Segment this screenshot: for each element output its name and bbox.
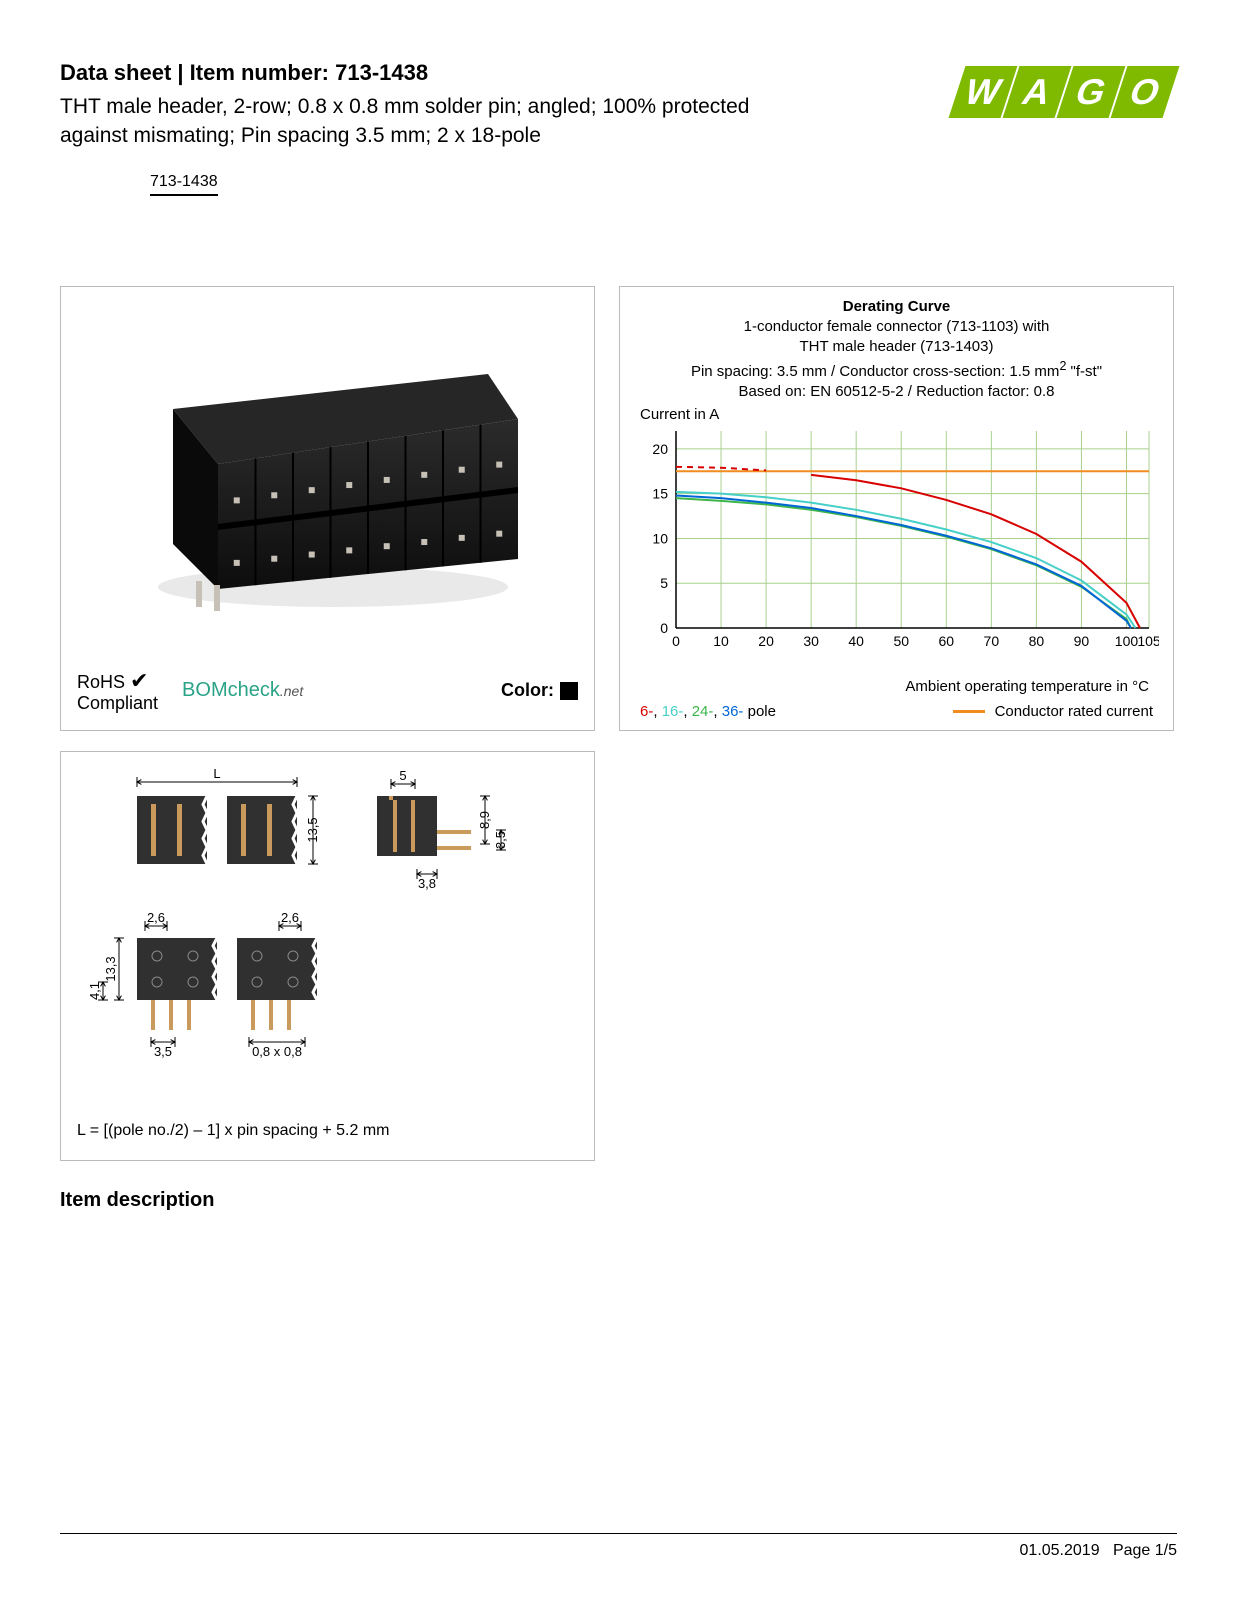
- chart-y-label: Current in A: [640, 406, 1159, 423]
- legend-6: 6-: [640, 703, 653, 720]
- dimension-diagram-panel: L13,558,93,53,82,62,613,34,13,50,8 x 0,8…: [60, 751, 595, 1161]
- product-description: THT male header, 2-row; 0.8 x 0.8 mm sol…: [60, 92, 780, 151]
- rohs-label-2: Compliant: [77, 693, 158, 713]
- legend-36: 36-: [722, 703, 744, 720]
- chart-titles: Derating Curve 1-conductor female connec…: [634, 297, 1159, 402]
- svg-text:13,5: 13,5: [305, 817, 320, 842]
- footer-date: 01.05.2019: [1020, 1542, 1100, 1559]
- svg-text:3,8: 3,8: [418, 876, 436, 891]
- product-image-panel: RoHS ✔ Compliant BOMcheck.net Color:: [60, 286, 595, 731]
- chart-title: Derating Curve: [634, 297, 1159, 317]
- derating-chart-panel: Derating Curve 1-conductor female connec…: [619, 286, 1174, 731]
- svg-text:L: L: [213, 768, 220, 781]
- rohs-block: RoHS ✔ Compliant BOMcheck.net: [77, 668, 303, 714]
- svg-text:0: 0: [660, 620, 668, 636]
- rohs-label-1: RoHS: [77, 672, 125, 692]
- chart-title-l3: THT male header (713-1403): [634, 337, 1159, 357]
- footer-rule: [60, 1533, 1177, 1534]
- dimension-diagram-svg: L13,558,93,53,82,62,613,34,13,50,8 x 0,8: [77, 768, 577, 1088]
- legend-conductor-line: [953, 710, 985, 713]
- bomcheck-brand: BOMcheck: [182, 679, 280, 701]
- svg-text:20: 20: [758, 633, 774, 649]
- svg-text:60: 60: [938, 633, 954, 649]
- legend-conductor-label: Conductor rated current: [995, 703, 1153, 720]
- svg-text:3,5: 3,5: [493, 831, 508, 849]
- color-label: Color:: [501, 680, 554, 701]
- svg-text:5: 5: [660, 575, 668, 591]
- svg-text:105: 105: [1137, 633, 1159, 649]
- svg-text:3,5: 3,5: [154, 1044, 172, 1059]
- svg-text:8,9: 8,9: [477, 811, 492, 829]
- svg-text:80: 80: [1029, 633, 1045, 649]
- item-description-heading: Item description: [60, 1189, 1177, 1212]
- svg-text:0,8 x 0,8: 0,8 x 0,8: [252, 1044, 302, 1059]
- chart-plot-area: 0 10 20 30 40 50 60 70 80 90 100105 0 5 10 15 20: [634, 427, 1159, 676]
- legend-24: 24-: [692, 703, 714, 720]
- color-swatch: [560, 682, 578, 700]
- svg-text:2,6: 2,6: [147, 910, 165, 925]
- legend-16: 16-: [662, 703, 684, 720]
- svg-text:2,6: 2,6: [281, 910, 299, 925]
- page-footer: 01.05.2019 Page 1/5: [60, 1533, 1177, 1560]
- footer-page: Page 1/5: [1113, 1542, 1177, 1559]
- svg-text:5: 5: [399, 768, 406, 783]
- svg-text:100: 100: [1115, 633, 1139, 649]
- check-icon: ✔: [130, 668, 148, 693]
- chart-legend: 6-, 16-, 24-, 36- pole Conductor rated c…: [634, 703, 1159, 720]
- svg-text:4,1: 4,1: [87, 982, 102, 1000]
- derating-chart-svg: 0 10 20 30 40 50 60 70 80 90 100105 0 5 10 15 20: [634, 427, 1159, 652]
- chart-title-l2: 1-conductor female connector (713-1103) …: [634, 317, 1159, 337]
- chart-x-label: Ambient operating temperature in °C: [634, 678, 1149, 695]
- svg-text:13,3: 13,3: [103, 956, 118, 981]
- svg-text:20: 20: [652, 441, 668, 457]
- svg-text:30: 30: [803, 633, 819, 649]
- svg-text:90: 90: [1074, 633, 1090, 649]
- svg-text:40: 40: [848, 633, 864, 649]
- product-panel-footer: RoHS ✔ Compliant BOMcheck.net Color:: [77, 668, 578, 714]
- svg-text:10: 10: [713, 633, 729, 649]
- legend-pole-suffix: pole: [743, 703, 776, 720]
- legend-conductor: Conductor rated current: [953, 703, 1153, 720]
- color-block: Color:: [501, 680, 578, 701]
- bomcheck-logo: BOMcheck.net: [182, 679, 303, 702]
- chart-title-l4: Pin spacing: 3.5 mm / Conductor cross-se…: [634, 358, 1159, 382]
- header-text-block: Data sheet | Item number: 713-1438 THT m…: [60, 60, 957, 151]
- wago-logo: W A G O: [957, 60, 1177, 124]
- product-connector-svg: [118, 329, 538, 629]
- legend-poles: 6-, 16-, 24-, 36- pole: [640, 703, 776, 720]
- rohs-text: RoHS ✔ Compliant: [77, 668, 158, 714]
- panels-row: RoHS ✔ Compliant BOMcheck.net Color: Der…: [60, 286, 1177, 731]
- item-code: 713-1438: [150, 173, 218, 196]
- svg-text:70: 70: [984, 633, 1000, 649]
- chart-title-l5: Based on: EN 60512-5-2 / Reduction facto…: [634, 382, 1159, 402]
- product-image-area: [77, 303, 578, 656]
- dimension-diagram-area: L13,558,93,53,82,62,613,34,13,50,8 x 0,8: [77, 768, 578, 1104]
- bomcheck-net: .net: [280, 683, 303, 699]
- page-header: Data sheet | Item number: 713-1438 THT m…: [60, 60, 1177, 151]
- svg-text:15: 15: [652, 486, 668, 502]
- svg-text:50: 50: [893, 633, 909, 649]
- datasheet-title: Data sheet | Item number: 713-1438: [60, 60, 957, 86]
- footer-text: 01.05.2019 Page 1/5: [60, 1542, 1177, 1560]
- svg-text:0: 0: [672, 633, 680, 649]
- svg-text:10: 10: [652, 530, 668, 546]
- length-formula: L = [(pole no./2) – 1] x pin spacing + 5…: [77, 1122, 578, 1140]
